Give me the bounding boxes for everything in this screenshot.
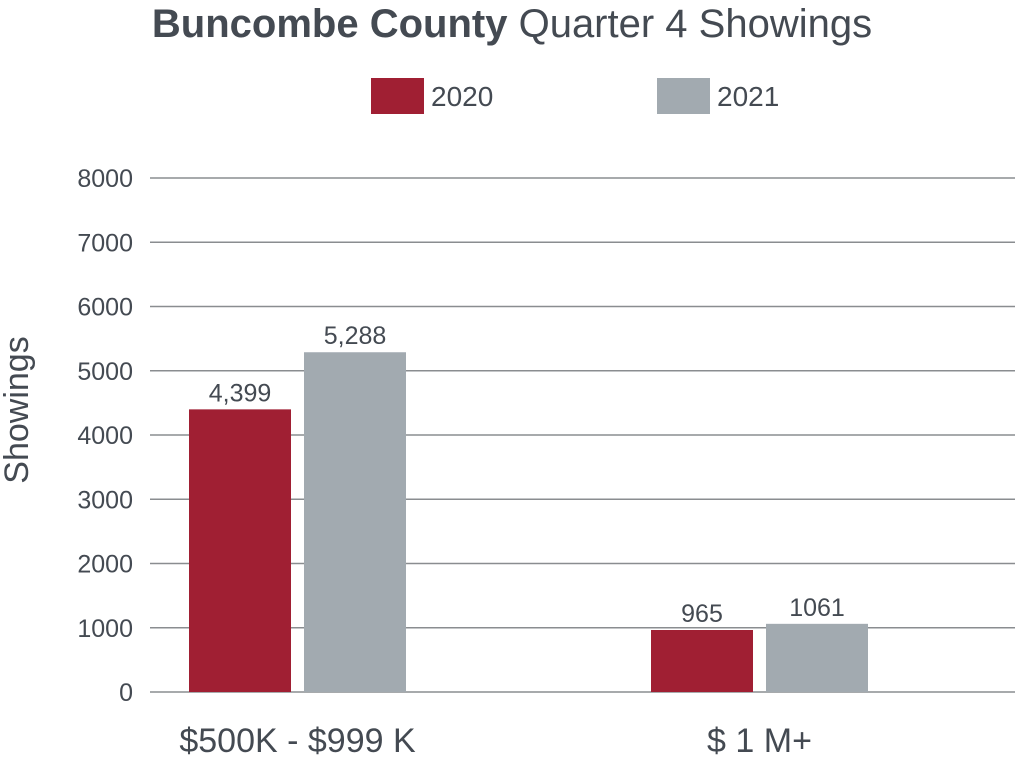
y-tick-label: 1000	[77, 615, 133, 643]
y-tick-label: 5000	[77, 358, 133, 386]
data-label: 1061	[789, 594, 845, 622]
legend-label: 2021	[717, 81, 779, 112]
data-label: 4,399	[209, 379, 272, 407]
y-tick-label: 6000	[77, 294, 133, 322]
y-tick-label: 0	[119, 679, 133, 707]
legend-swatch-2021	[657, 78, 710, 114]
y-tick-label: 4000	[77, 422, 133, 450]
bar-2021-1	[766, 623, 868, 692]
chart-title-regular: Quarter 4 Showings	[518, 2, 873, 46]
bar-2021-0	[304, 352, 406, 692]
y-axis-title: Showings	[0, 336, 36, 483]
y-tick-label: 2000	[77, 551, 133, 579]
x-category-label: $ 1 M+	[707, 722, 812, 760]
data-label: 965	[681, 600, 723, 628]
legend-swatch-2020	[371, 78, 424, 114]
chart-title-bold: Buncombe County	[151, 2, 508, 46]
bar-2020-1	[651, 629, 753, 692]
x-category-label: $500K - $999 K	[179, 722, 416, 760]
data-label: 5,288	[324, 322, 387, 350]
y-tick-label: 8000	[77, 165, 133, 193]
y-tick-label: 7000	[77, 229, 133, 257]
bar-2020-0	[189, 409, 291, 692]
y-tick-label: 3000	[77, 486, 133, 514]
chart-title: Buncombe County Quarter 4 Showings	[0, 2, 1024, 47]
legend-label: 2020	[431, 81, 493, 112]
